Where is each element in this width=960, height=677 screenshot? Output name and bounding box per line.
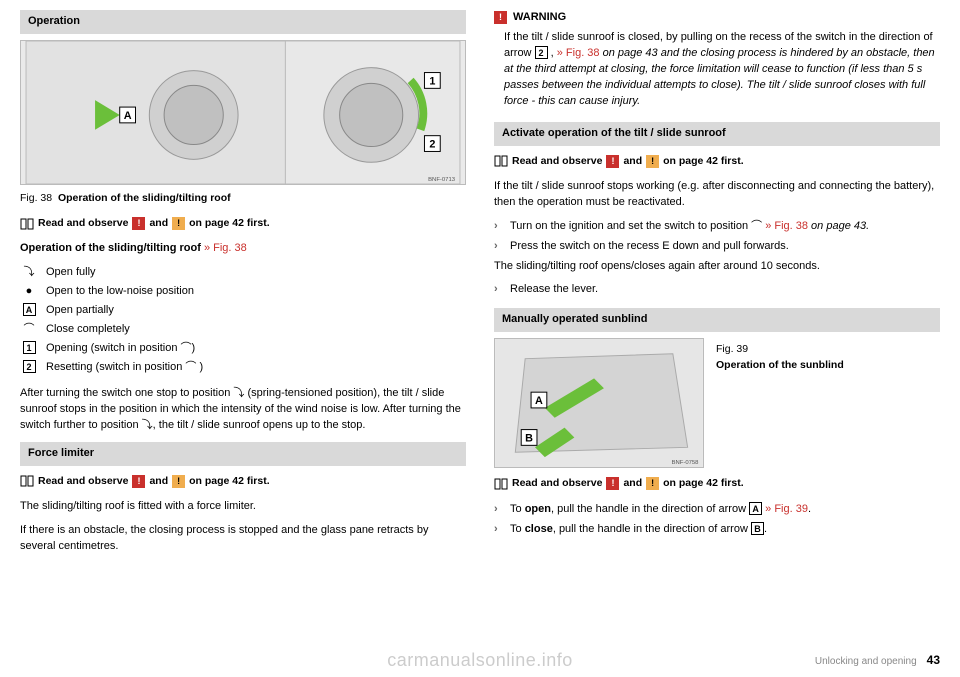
fig-38-image: A 1 2 BNF-0713	[20, 40, 466, 185]
svg-text:BNF-0758: BNF-0758	[672, 460, 700, 466]
operation-list-title: Operation of the sliding/tilting roof » …	[20, 241, 466, 257]
num-2-badge: 2	[535, 46, 548, 59]
chevron-icon: ›	[494, 502, 504, 518]
operation-list: ⤵ Open fully ● Open to the low-noise pos…	[20, 265, 466, 376]
step-item: › Release the lever.	[494, 282, 940, 298]
activate-p2: The sliding/tilting roof opens/closes ag…	[494, 259, 940, 275]
fig-39-image: A B BNF-0758	[494, 338, 704, 468]
list-item: A Open partially	[20, 303, 466, 319]
caution-badge-icon: !	[172, 217, 185, 230]
read-observe-2: Read and observe ! and ! on page 42 firs…	[20, 474, 466, 489]
svg-text:B: B	[525, 433, 533, 445]
fig-38-title: Operation of the sliding/tilting roof	[58, 192, 231, 204]
fig-38-link[interactable]: » Fig. 38	[557, 47, 600, 59]
warning-badge-icon: !	[132, 475, 145, 488]
chevron-icon: ›	[494, 219, 504, 235]
fig-39-row: A B BNF-0758 Fig. 39 Operation of the su…	[494, 338, 940, 468]
letter-b-badge: B	[751, 522, 764, 535]
book-icon	[494, 155, 508, 167]
chevron-icon: ›	[494, 522, 504, 538]
num-2-badge: 2	[20, 360, 38, 376]
svg-text:A: A	[124, 110, 132, 122]
read-observe-1: Read and observe ! and ! on page 42 firs…	[20, 216, 466, 231]
caution-badge-icon: !	[172, 475, 185, 488]
fig-39-link[interactable]: » Fig. 39	[762, 503, 808, 515]
svg-text:A: A	[535, 395, 543, 407]
letter-a-badge: A	[749, 502, 762, 515]
warning-badge-icon: !	[606, 477, 619, 490]
close-icon: ⌒	[20, 322, 38, 338]
watermark: carmanualsonline.info	[387, 647, 573, 673]
letter-a-badge: A	[20, 303, 38, 319]
list-item: 2 Resetting (switch in position ⌒ )	[20, 360, 466, 376]
fig-38-label: Fig. 38	[20, 192, 52, 204]
bullet-icon: ●	[20, 284, 38, 300]
footer-section: Unlocking and opening	[815, 655, 917, 670]
book-icon	[20, 475, 34, 487]
caution-badge-icon: !	[646, 477, 659, 490]
page-footer: Unlocking and opening 43	[815, 652, 940, 670]
warning-badge-icon: !	[494, 11, 507, 24]
svg-text:BNF-0713: BNF-0713	[428, 177, 456, 183]
step-item: › To open, pull the handle in the direct…	[494, 502, 940, 518]
list-item: ⤵ Open fully	[20, 265, 466, 281]
warning-label: WARNING	[513, 10, 566, 26]
caution-badge-icon: !	[646, 155, 659, 168]
step-item: › Press the switch on the recess E down …	[494, 239, 940, 255]
step-item: › To close, pull the handle in the direc…	[494, 522, 940, 538]
force-p2: If there is an obstacle, the closing pro…	[20, 523, 466, 555]
activate-p1: If the tilt / slide sunroof stops workin…	[494, 179, 940, 211]
step-item: › Turn on the ignition and set the switc…	[494, 219, 940, 235]
read-observe-3: Read and observe ! and ! on page 42 firs…	[494, 154, 940, 169]
operation-para: After turning the switch one stop to pos…	[20, 386, 466, 434]
num-1-badge: 1	[20, 341, 38, 357]
svg-text:2: 2	[429, 138, 435, 150]
activate-header: Activate operation of the tilt / slide s…	[494, 122, 940, 146]
fig-38-caption: Fig. 38 Operation of the sliding/tilting…	[20, 191, 466, 206]
fig-39-caption: Fig. 39 Operation of the sunblind	[716, 338, 844, 468]
read-prefix: Read and observe	[38, 216, 128, 231]
warning-heading: ! WARNING	[494, 10, 940, 26]
warning-text: If the tilt / slide sunroof is closed, b…	[494, 30, 940, 110]
book-icon	[20, 218, 34, 230]
chevron-icon: ›	[494, 282, 504, 298]
list-item: ⌒ Close completely	[20, 322, 466, 338]
warning-badge-icon: !	[132, 217, 145, 230]
book-icon	[494, 478, 508, 490]
open-fully-icon: ⤵	[20, 265, 38, 281]
operation-header: Operation	[20, 10, 466, 34]
svg-text:1: 1	[429, 75, 435, 87]
warning-badge-icon: !	[606, 155, 619, 168]
force-p1: The sliding/tilting roof is fitted with …	[20, 499, 466, 515]
right-column: ! WARNING If the tilt / slide sunroof is…	[494, 10, 940, 563]
left-column: Operation A 1 2 BNF-0713 Fig. 38	[20, 10, 466, 563]
read-and: and	[149, 216, 168, 231]
read-suffix: on page 42 first.	[189, 216, 270, 231]
fig-38-link[interactable]: » Fig. 38	[765, 220, 808, 232]
page-number: 43	[927, 652, 940, 669]
list-item: ● Open to the low-noise position	[20, 284, 466, 300]
list-item: 1 Opening (switch in position ⌒)	[20, 341, 466, 357]
force-header: Force limiter	[20, 442, 466, 466]
read-observe-4: Read and observe ! and ! on page 42 firs…	[494, 476, 940, 491]
sunblind-header: Manually operated sunblind	[494, 308, 940, 332]
chevron-icon: ›	[494, 239, 504, 255]
fig-38-link[interactable]: » Fig. 38	[204, 242, 247, 254]
